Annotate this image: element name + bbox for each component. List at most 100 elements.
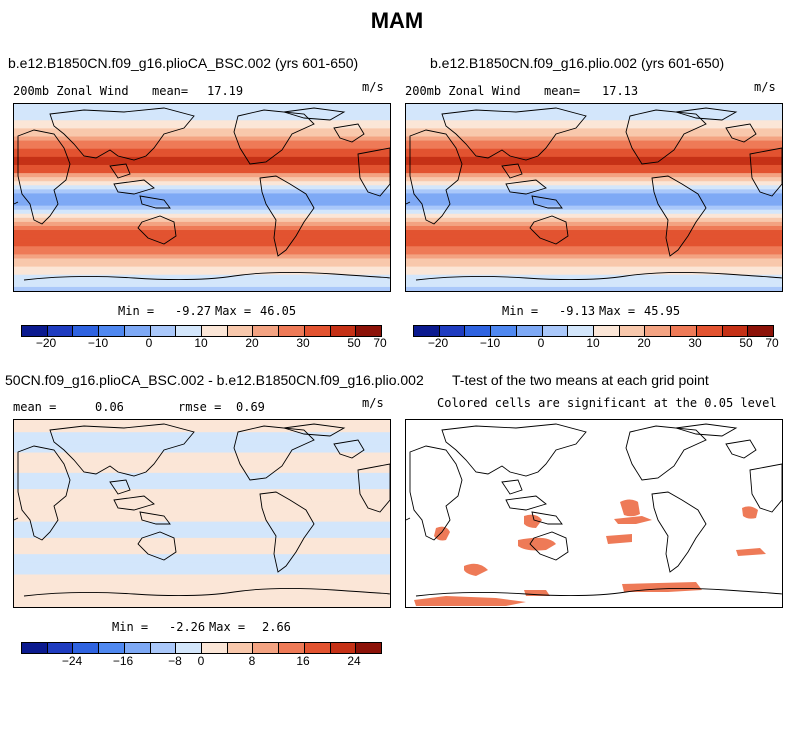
lat-band (14, 489, 390, 494)
lat-band (406, 120, 782, 125)
cb-tick: 16 (296, 654, 310, 668)
lat-band (406, 116, 782, 121)
coastline (415, 587, 782, 597)
colorbar-swatch (414, 326, 440, 336)
lat-band (14, 173, 390, 178)
colorbar-swatch (619, 326, 646, 336)
lat-band (14, 428, 390, 433)
lat-band (14, 197, 390, 203)
colorbar-swatch (176, 643, 203, 653)
lat-band (406, 286, 782, 291)
coastline (283, 107, 346, 121)
coastline (14, 201, 19, 205)
colorbar-swatch (99, 326, 125, 336)
cb-tick: 70 (373, 336, 387, 350)
variable-label-control: 200mb Zonal Wind (13, 84, 129, 98)
lat-band (14, 201, 390, 207)
lat-band (406, 278, 782, 284)
lat-band (14, 598, 390, 604)
colorbar-swatch (356, 643, 382, 653)
sig-cell (434, 526, 450, 541)
colorbar-difference (21, 642, 382, 654)
lat-band (406, 221, 782, 227)
sig-cell (742, 506, 758, 519)
lat-band (14, 144, 390, 150)
coastline (406, 517, 411, 521)
coastlines (14, 107, 390, 281)
coastline (441, 423, 587, 477)
coastline (749, 147, 782, 197)
coastline (531, 195, 563, 209)
coastline (501, 479, 523, 495)
coastline (651, 175, 707, 257)
cb-tick: 30 (296, 336, 310, 350)
lat-band (14, 169, 390, 174)
lat-band (14, 266, 390, 272)
colorbar-swatch (696, 326, 723, 336)
lat-band (406, 112, 782, 117)
coastline (233, 425, 315, 481)
colorbar-swatch (73, 643, 100, 653)
lat-band (14, 258, 390, 264)
lat-band (406, 104, 782, 109)
colorbar-swatch (542, 326, 569, 336)
coastline (725, 123, 757, 143)
lat-band (14, 594, 390, 600)
lat-band (14, 444, 390, 450)
lat-band (406, 213, 782, 219)
lat-band (14, 213, 390, 219)
colorbar-swatch (279, 326, 305, 336)
mean-value-control: 17.19 (207, 84, 244, 98)
lat-band (14, 460, 390, 466)
coastline (49, 423, 195, 477)
lat-band (406, 238, 782, 243)
cb-tick: 70 (765, 336, 779, 350)
cb-tick: −10 (87, 336, 109, 350)
lat-band (14, 485, 390, 490)
lat-band (14, 464, 390, 470)
sig-cell (524, 514, 542, 528)
coastline (725, 439, 757, 459)
sig-cell (620, 499, 640, 517)
sig-cell (736, 548, 766, 556)
rmse-label: rmse = (178, 400, 222, 414)
cb-tick: 50 (347, 336, 361, 350)
coastline (14, 517, 19, 521)
map-difference (13, 419, 391, 608)
mean-label-experiment: mean= (544, 84, 581, 98)
lat-band (14, 602, 390, 607)
lat-band (14, 156, 390, 162)
panel-title-difference: 50CN.f09_g16.plioCA_BSC.002 - b.e12.B185… (5, 372, 424, 388)
max-value-control: 46.05 (260, 304, 297, 318)
lat-band (14, 570, 390, 576)
colorbar-ticks-top-left: −20 −10 0 10 20 30 50 70 (21, 336, 387, 352)
coastline (259, 491, 315, 573)
lat-band (14, 250, 390, 256)
units-label-experiment: m/s (754, 80, 776, 94)
coastline (333, 123, 365, 143)
coastline (109, 479, 131, 495)
colorbar-swatch (465, 326, 492, 336)
min-label-control: Min = (118, 304, 155, 318)
colorbar-swatch (73, 326, 100, 336)
lat-band (14, 448, 390, 454)
lat-band (406, 108, 782, 113)
max-label-difference: Max = (209, 620, 246, 634)
coastline (333, 439, 365, 459)
lat-band (14, 533, 390, 539)
lat-band (406, 177, 782, 182)
lat-band (406, 152, 782, 158)
lat-band (406, 250, 782, 256)
lat-band (14, 586, 390, 592)
colorbar-swatch (22, 643, 48, 653)
lat-band (406, 132, 782, 138)
lat-band (14, 513, 390, 519)
cb-tick: −8 (168, 654, 182, 668)
lat-band (14, 517, 390, 523)
colorbar-swatch (279, 643, 305, 653)
sig-cell (622, 582, 702, 592)
cb-tick: −24 (61, 654, 83, 668)
lat-band (14, 217, 390, 223)
sig-cell (606, 534, 632, 544)
coastline (139, 511, 171, 525)
